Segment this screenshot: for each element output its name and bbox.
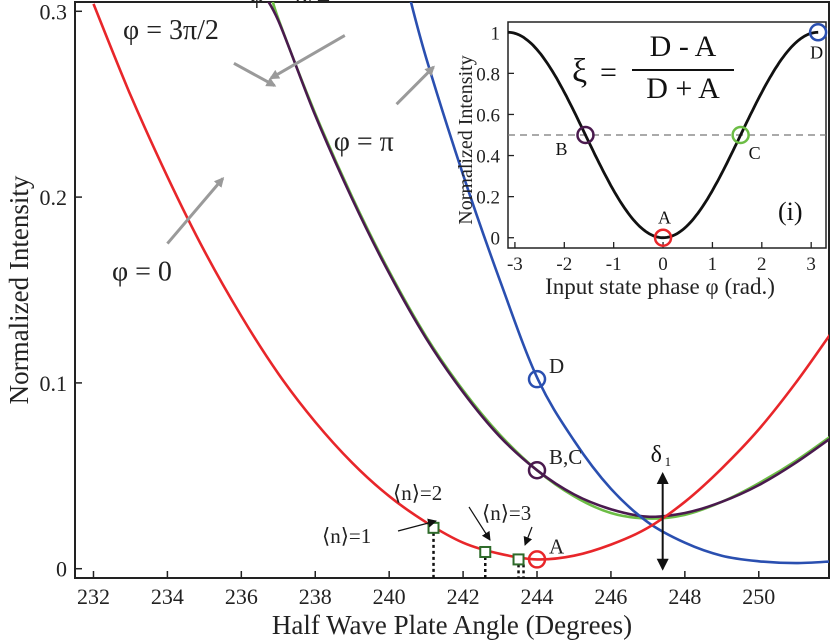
inset-y-tick-label-1: 1 (491, 23, 501, 44)
photon-point-marker (512, 553, 525, 566)
inset-curve (507, 30, 819, 240)
x-tick-label-238: 238 (299, 584, 332, 609)
y-axis-label: Normalized Intensity (4, 175, 34, 404)
x-tick-label-248: 248 (668, 584, 701, 609)
photon-label-arrow (397, 518, 437, 532)
inset-y-tick-label-0: 0 (491, 229, 501, 250)
inset-point-label-d: D (810, 42, 823, 62)
inset-x-tick-label-0: 0 (658, 254, 668, 275)
formula-lhs: ξ (572, 53, 587, 90)
marker-a (527, 550, 547, 569)
y-tick-label-0: 0 (56, 557, 67, 582)
inset-x-tick-label-2: 2 (757, 254, 767, 275)
marker-d (527, 369, 547, 389)
formula-denominator: D + A (646, 72, 720, 105)
curve-label-2: φ = π/2 (249, 0, 331, 9)
photon-label-1: ⟨n⟩=1 (322, 524, 371, 548)
curve-label-arrow (166, 176, 225, 245)
photon-point-marker (479, 545, 492, 558)
inset-x-tick-label-3: -3 (507, 254, 523, 275)
inset-point-a (653, 228, 673, 247)
x-tick-label-242: 242 (447, 584, 480, 609)
delta-label: δ (651, 442, 662, 468)
series-line-0 (92, 3, 829, 561)
inset-point-label-a: A (658, 208, 671, 228)
inset-x-tick-label-2: -2 (556, 254, 572, 275)
formula-equals: = (600, 56, 617, 89)
inset-point-label-b: B (555, 139, 567, 159)
curve-label-0: φ = 0 (112, 257, 172, 288)
marker-label-d: D (549, 354, 564, 378)
curve-label-arrow (233, 62, 277, 87)
inset-x-tick-label-3: 3 (806, 254, 816, 275)
inset-y-tick-label-0-4: 0.4 (476, 147, 500, 168)
marker-label-a: A (549, 534, 565, 558)
y-tick-label-0-3: 0.3 (40, 0, 68, 24)
main-plot-frame (74, 1, 830, 579)
inset-x-axis-label: Input state phase φ (rad.) (545, 274, 775, 299)
inset-x-tick-label-1: 1 (708, 254, 718, 275)
x-tick-label-244: 244 (521, 584, 554, 609)
inset-y-tick-label-0-2: 0.2 (476, 188, 500, 209)
series-line-x (409, 2, 829, 565)
formula-numerator: D - A (650, 30, 717, 63)
delta-subscript: 1 (665, 454, 672, 469)
x-tick-label-234: 234 (151, 584, 184, 609)
x-tick-label-246: 246 (594, 584, 627, 609)
inset-x-tick-label-1: -1 (606, 254, 622, 275)
curve-label-3-2: φ = 3π/2 (123, 15, 219, 46)
inset-point-label-c: C (749, 143, 761, 163)
curve-label-arrow (269, 34, 346, 80)
photon-label-3: ⟨n⟩=3 (482, 501, 531, 525)
y-tick-label-0-1: 0.1 (40, 371, 68, 396)
marker-label-b-c: B,C (549, 445, 582, 469)
inset-y-tick-label-0-6: 0.6 (476, 105, 500, 126)
inset-point-c (731, 125, 750, 145)
photon-label-arrow (523, 526, 533, 546)
inset-point-d (808, 23, 828, 42)
x-axis-label: Half Wave Plate Angle (Degrees) (272, 610, 632, 640)
y-tick-label-0-2: 0.2 (40, 185, 68, 210)
inset-y-tick-label-0-8: 0.8 (476, 64, 500, 85)
curve-label-x: φ = π (334, 127, 394, 158)
x-tick-label-250: 250 (742, 584, 775, 609)
photon-point-marker (427, 521, 440, 534)
photon-label-2: ⟨n⟩=2 (393, 481, 442, 505)
photon-label-arrow (468, 506, 491, 541)
x-tick-label-232: 232 (77, 584, 110, 609)
x-tick-label-240: 240 (373, 584, 406, 609)
marker-b-c (527, 460, 547, 480)
inset-point-b (576, 125, 595, 145)
series-line-3-2 (267, 2, 829, 519)
x-tick-label-236: 236 (225, 584, 258, 609)
curve-label-arrow (395, 65, 435, 106)
inset-panel-label: (i) (778, 197, 803, 226)
inset-y-axis-label: Normalized Intensity (455, 55, 477, 224)
